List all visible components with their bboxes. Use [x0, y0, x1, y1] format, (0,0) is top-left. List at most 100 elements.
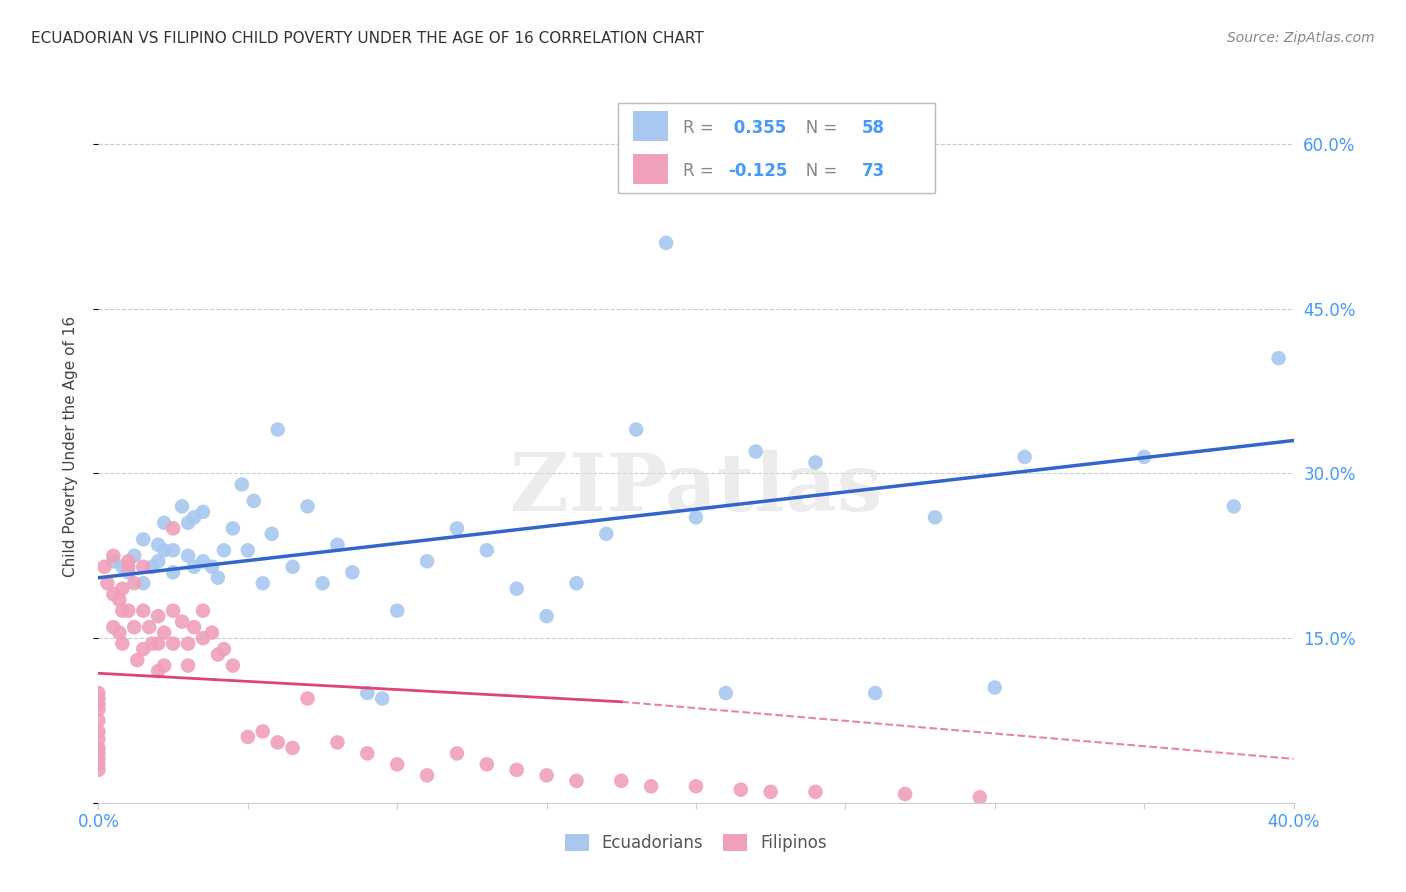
- Point: [87, 757, 110, 772]
- Point: [207, 571, 229, 585]
- Point: [536, 768, 558, 782]
- Point: [148, 554, 170, 568]
- Point: [685, 510, 707, 524]
- Text: 58: 58: [862, 120, 886, 137]
- Point: [804, 785, 827, 799]
- Point: [201, 625, 224, 640]
- Point: [565, 773, 588, 788]
- Point: [87, 702, 110, 716]
- Point: [191, 631, 214, 645]
- Point: [260, 526, 283, 541]
- Point: [177, 516, 200, 530]
- Point: [162, 566, 184, 580]
- Point: [475, 543, 498, 558]
- Point: [252, 724, 274, 739]
- Point: [87, 691, 110, 706]
- Point: [222, 521, 245, 535]
- Point: [177, 658, 200, 673]
- Point: [124, 620, 146, 634]
- Point: [108, 592, 131, 607]
- Text: Source: ZipAtlas.com: Source: ZipAtlas.com: [1227, 31, 1375, 45]
- Point: [236, 730, 259, 744]
- Point: [714, 686, 737, 700]
- Point: [416, 768, 439, 782]
- Point: [311, 576, 333, 591]
- Point: [172, 615, 194, 629]
- Point: [231, 477, 253, 491]
- Text: ZIPatlas: ZIPatlas: [510, 450, 882, 528]
- Point: [132, 604, 155, 618]
- Point: [108, 625, 131, 640]
- Point: [506, 763, 529, 777]
- Point: [446, 747, 468, 761]
- Point: [141, 637, 163, 651]
- Point: [984, 681, 1007, 695]
- Point: [111, 582, 134, 596]
- Point: [177, 549, 200, 563]
- Point: [385, 757, 409, 772]
- Point: [103, 587, 125, 601]
- Point: [87, 763, 110, 777]
- Legend: Ecuadorians, Filipinos: Ecuadorians, Filipinos: [558, 827, 834, 859]
- Point: [281, 559, 304, 574]
- Point: [416, 554, 439, 568]
- Point: [111, 559, 134, 574]
- Point: [153, 516, 176, 530]
- Point: [162, 543, 184, 558]
- Point: [117, 604, 139, 618]
- Point: [87, 752, 110, 766]
- Point: [1014, 450, 1036, 464]
- Point: [141, 559, 163, 574]
- Point: [93, 559, 115, 574]
- FancyBboxPatch shape: [633, 154, 668, 184]
- Point: [267, 735, 290, 749]
- Text: N =: N =: [790, 162, 844, 180]
- Point: [162, 637, 184, 651]
- Point: [183, 559, 205, 574]
- Point: [326, 538, 349, 552]
- Point: [595, 526, 617, 541]
- Point: [610, 773, 633, 788]
- Point: [222, 658, 245, 673]
- Point: [191, 554, 214, 568]
- Point: [212, 543, 235, 558]
- Point: [281, 740, 304, 755]
- Point: [153, 543, 176, 558]
- Point: [446, 521, 468, 535]
- Text: 0.355: 0.355: [728, 120, 786, 137]
- Point: [191, 604, 214, 618]
- Point: [87, 740, 110, 755]
- Point: [124, 576, 146, 591]
- Point: [132, 576, 155, 591]
- Point: [1223, 500, 1246, 514]
- Point: [138, 620, 160, 634]
- Point: [804, 455, 827, 469]
- Y-axis label: Child Poverty Under the Age of 16: Child Poverty Under the Age of 16: [63, 316, 77, 576]
- Point: [236, 543, 259, 558]
- Point: [865, 686, 887, 700]
- Point: [117, 554, 139, 568]
- Point: [969, 790, 991, 805]
- Point: [111, 637, 134, 651]
- Point: [297, 691, 319, 706]
- Point: [162, 604, 184, 618]
- Point: [87, 697, 110, 711]
- Point: [655, 235, 678, 250]
- Point: [162, 521, 184, 535]
- Point: [326, 735, 349, 749]
- Point: [536, 609, 558, 624]
- Point: [212, 642, 235, 657]
- Point: [252, 576, 274, 591]
- Point: [153, 625, 176, 640]
- Point: [640, 780, 662, 794]
- Point: [759, 785, 782, 799]
- Point: [183, 510, 205, 524]
- Point: [148, 664, 170, 678]
- Point: [565, 576, 588, 591]
- Point: [87, 686, 110, 700]
- Point: [356, 747, 378, 761]
- Point: [371, 691, 394, 706]
- Point: [153, 658, 176, 673]
- Point: [132, 642, 155, 657]
- Point: [111, 604, 134, 618]
